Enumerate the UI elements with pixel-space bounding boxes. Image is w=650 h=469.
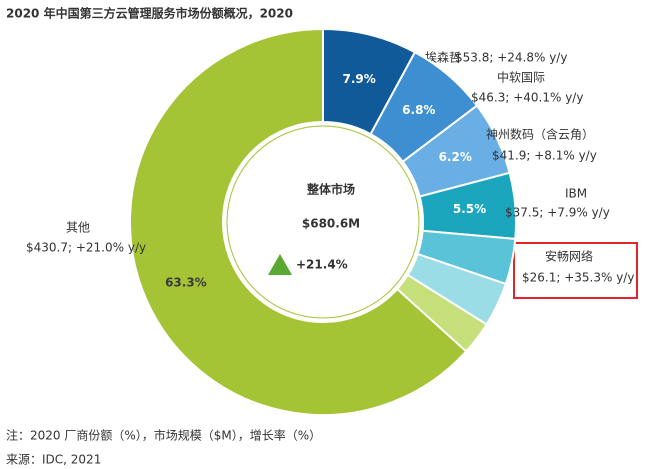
category-detail: $37.5; +7.9% y/y xyxy=(505,206,610,220)
donut-slice xyxy=(129,27,468,416)
category-label: 神州数码（含云角） xyxy=(486,127,594,142)
footnote: 注：2020 厂商份额（%），市场规模（$M），增长率（%） xyxy=(6,428,321,443)
category-detail: $26.1; +35.3% y/y xyxy=(522,271,634,285)
category-label: 安畅网络 xyxy=(545,249,593,264)
slice-label: 6.8% xyxy=(402,103,435,117)
category-label: IBM xyxy=(565,187,587,201)
center-value: $680.6M xyxy=(302,217,360,231)
slice-label: 7.9% xyxy=(342,72,375,86)
category-detail: $46.3; +40.1% y/y xyxy=(471,91,583,105)
category-detail: $53.8; +24.8% y/y xyxy=(455,51,567,65)
category-detail: $430.7; +21.0% y/y xyxy=(26,241,146,255)
category-label: 埃森哲 xyxy=(425,50,461,65)
highlight-box xyxy=(513,242,638,299)
growth-arrow xyxy=(268,254,292,275)
category-detail: $41.9; +8.1% y/y xyxy=(492,149,597,163)
center-title: 整体市场 xyxy=(306,182,355,197)
chart-title: 2020 年中国第三方云管理服务市场份额概况，2020 xyxy=(6,6,293,21)
category-label: 中软国际 xyxy=(497,70,545,85)
slice-label: 6.2% xyxy=(439,150,472,164)
slice-label: 5.5% xyxy=(453,202,486,216)
category-label: 其他 xyxy=(66,221,90,235)
center-growth: +21.4% xyxy=(296,258,348,272)
slice-label: 63.3% xyxy=(165,275,207,289)
source: 来源：IDC, 2021 xyxy=(6,453,101,467)
